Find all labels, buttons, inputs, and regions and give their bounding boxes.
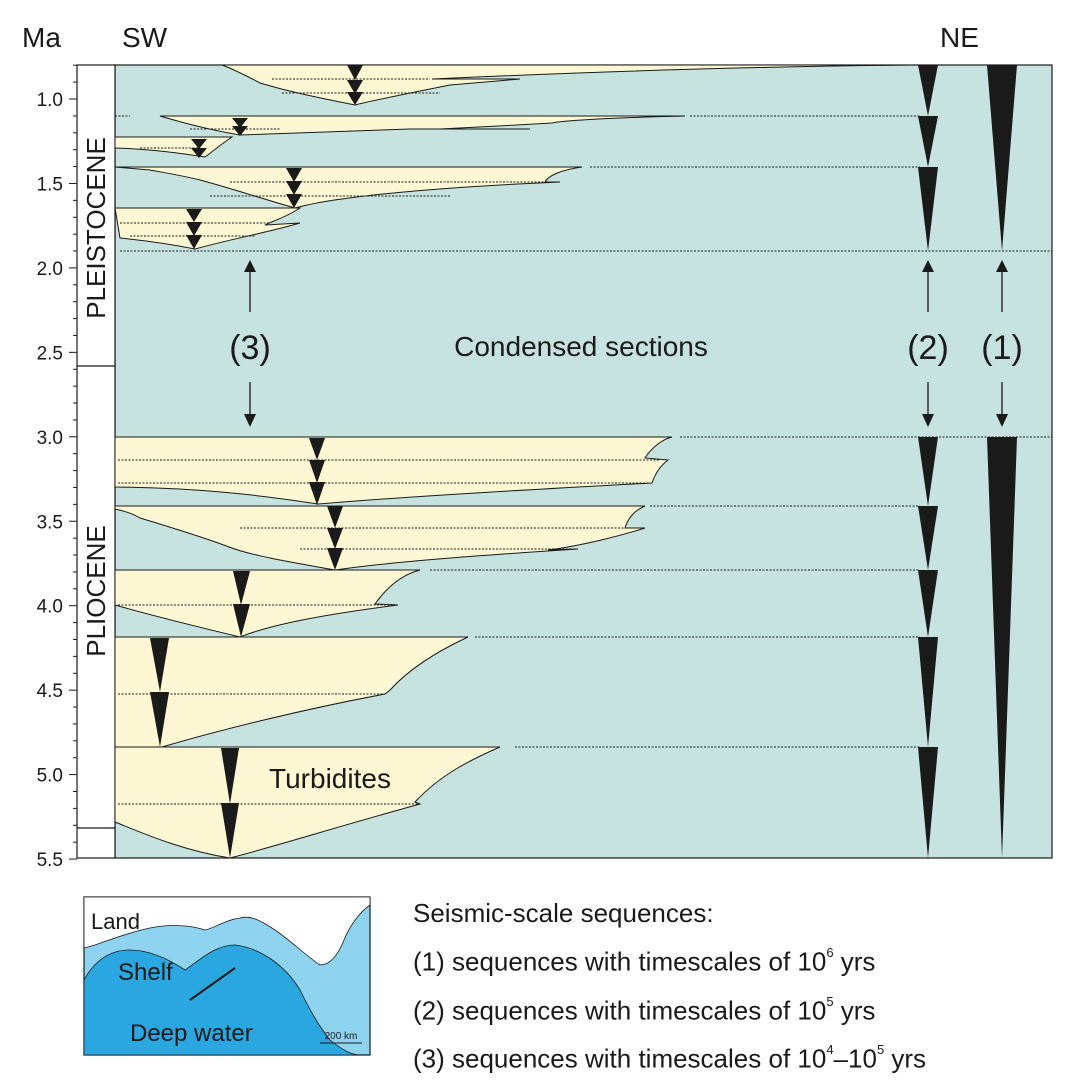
- legend-title: Seismic-scale sequences:: [413, 898, 714, 928]
- wedge-1-45ma: [114, 166, 583, 209]
- pleistocene-label: PLEISTOCENE: [81, 137, 111, 319]
- age-tick-label: 5.5: [37, 850, 63, 871]
- legend-line-3: (3) sequences with timescales of 104–105…: [413, 1042, 927, 1074]
- pliocene-label: PLIOCENE: [81, 525, 111, 657]
- inset-map: Land Shelf Deep water 200 km: [83, 896, 371, 1056]
- wedge-1-1ma: [159, 115, 686, 136]
- age-tick-label: 3.5: [37, 512, 63, 533]
- turbidites-label: Turbidites: [269, 763, 391, 794]
- age-tick-label: 4.0: [37, 597, 63, 618]
- wedge-1-75ma: [114, 207, 302, 250]
- order-3-label: (3): [229, 329, 271, 367]
- legend-line-2: (2) sequences with timescales of 105 yrs: [413, 993, 876, 1026]
- age-axis-tick-labels: 1.0 1.5 2.0 2.5 3.0 3.5 4.0 4.5 5.0 5.5: [37, 90, 63, 871]
- age-tick-label: 4.5: [37, 681, 63, 702]
- map-deep-water-label: Deep water: [130, 1020, 253, 1047]
- map-land-label: Land: [91, 909, 140, 934]
- third-order-triangles: [150, 65, 363, 858]
- age-tick-label: 3.0: [37, 428, 63, 449]
- first-order-triangles: [987, 65, 1017, 858]
- wedge-4-2ma: [114, 636, 469, 748]
- sw-direction-label: SW: [122, 22, 168, 53]
- map-shelf-label: Shelf: [118, 959, 173, 986]
- legend-line-1: (1) sequences with timescales of 106 yrs: [413, 945, 876, 977]
- axis-unit-label: Ma: [22, 22, 61, 53]
- age-axis-ticks: [69, 64, 77, 860]
- age-tick-label: 5.0: [37, 766, 63, 787]
- map-scale-label: 200 km: [325, 1031, 358, 1042]
- order-2-label: (2): [907, 329, 949, 367]
- wedge-1-0ma: [221, 64, 911, 106]
- age-tick-label: 1.0: [37, 90, 63, 111]
- wedge-3-0ma: [114, 436, 673, 505]
- age-tick-label: 2.5: [37, 343, 63, 364]
- legend: Seismic-scale sequences: (1) sequences w…: [413, 892, 926, 1081]
- age-tick-label: 1.5: [37, 174, 63, 195]
- ne-direction-label: NE: [940, 22, 979, 53]
- wedge-4-85ma: [114, 746, 501, 859]
- wedge-3-8ma: [114, 569, 421, 638]
- age-tick-label: 2.0: [37, 259, 63, 280]
- wedge-3-45ma: [114, 505, 646, 571]
- condensed-section-arrows: [244, 260, 1008, 427]
- condensed-sections-label: Condensed sections: [454, 331, 708, 362]
- epoch-column: PLEISTOCENE PLIOCENE: [76, 64, 116, 859]
- second-order-triangles: [918, 65, 938, 858]
- order-1-label: (1): [981, 329, 1023, 367]
- sand-wedges: [114, 64, 911, 859]
